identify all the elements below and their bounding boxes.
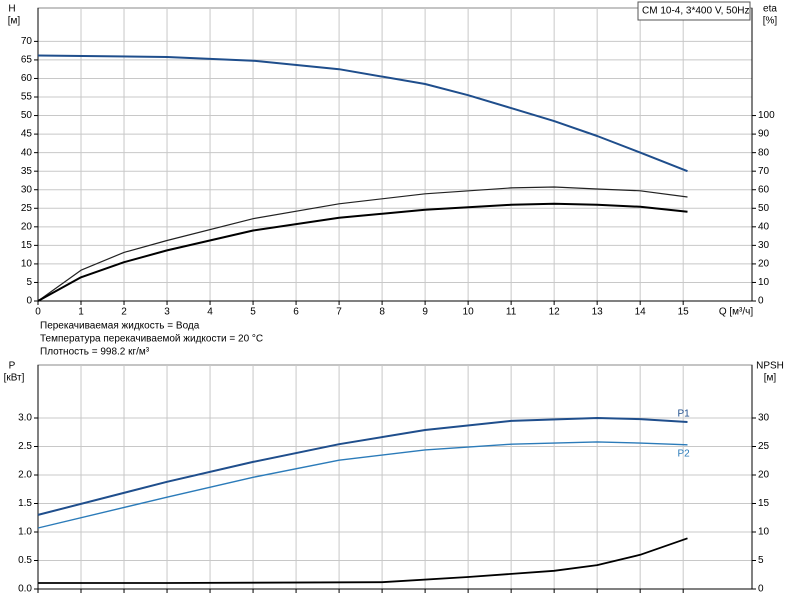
y-tick-label: 5 xyxy=(26,277,32,288)
y2-tick-label: 100 xyxy=(758,110,775,121)
y2-axis-label: NPSH xyxy=(756,361,784,372)
y-tick-label: 10 xyxy=(21,259,33,270)
y-tick-label: 55 xyxy=(21,92,33,103)
y-tick-label: 0 xyxy=(26,296,32,307)
x-tick-label: 15 xyxy=(678,307,690,318)
y-axis-label: H xyxy=(8,4,15,15)
y2-tick-label: 90 xyxy=(758,129,770,140)
annotation: Температура перекачиваемой жидкости = 20… xyxy=(40,334,263,345)
y2-tick-label: 20 xyxy=(758,470,770,481)
series-label: P2 xyxy=(677,448,690,459)
x-tick-label: 10 xyxy=(463,307,475,318)
x-tick-label: 12 xyxy=(549,307,561,318)
y-axis-label: P xyxy=(9,361,16,372)
title-box xyxy=(637,1,751,21)
annotation: Плотность = 998.2 кг/м³ xyxy=(40,347,150,358)
chart-title: CM 10-4, 3*400 V, 50Hz xyxy=(642,6,749,17)
y2-tick-label: 70 xyxy=(758,166,770,177)
annotation: Перекачиваемая жидкость = Вода xyxy=(40,321,200,332)
y2-tick-label: 25 xyxy=(758,441,770,452)
series-label: P1 xyxy=(677,409,690,420)
curve xyxy=(38,537,688,584)
y2-tick-label: 0 xyxy=(758,584,764,595)
y2-tick-label: 80 xyxy=(758,147,770,158)
y2-tick-label: 30 xyxy=(758,413,770,424)
y-axis-unit: [м] xyxy=(8,16,21,27)
y-tick-label: 2.0 xyxy=(18,470,32,481)
y2-tick-label: 50 xyxy=(758,203,770,214)
y2-tick-label: 5 xyxy=(758,555,764,566)
curve xyxy=(37,54,688,173)
x-tick-label: 0 xyxy=(35,307,41,318)
plot-area xyxy=(37,364,753,590)
x-tick-label: 7 xyxy=(336,307,342,318)
x-axis-label: Q [м³/ч] xyxy=(719,307,754,318)
y-tick-label: 25 xyxy=(21,203,33,214)
y-tick-label: 2.5 xyxy=(18,441,32,452)
y-tick-label: 1.5 xyxy=(18,498,32,509)
x-tick-label: 14 xyxy=(635,307,647,318)
curve xyxy=(37,186,688,302)
y2-tick-label: 60 xyxy=(758,184,770,195)
curve xyxy=(37,202,688,302)
x-tick-label: 5 xyxy=(250,307,256,318)
y2-tick-label: 10 xyxy=(758,527,770,538)
curve xyxy=(37,441,688,529)
y-tick-label: 0.0 xyxy=(18,584,32,595)
y2-tick-label: 15 xyxy=(758,498,770,509)
y-tick-label: 35 xyxy=(21,166,33,177)
y2-tick-label: 10 xyxy=(758,277,770,288)
y-tick-label: 50 xyxy=(21,110,33,121)
y-tick-label: 0.5 xyxy=(18,555,32,566)
y-tick-label: 60 xyxy=(21,73,33,84)
x-tick-label: 11 xyxy=(506,307,517,318)
y-tick-label: 3.0 xyxy=(18,413,32,424)
x-tick-label: 1 xyxy=(78,307,84,318)
y-tick-label: 45 xyxy=(21,129,33,140)
y2-axis-label: eta xyxy=(763,4,777,15)
y2-tick-label: 0 xyxy=(758,296,764,307)
y-tick-label: 20 xyxy=(21,221,33,232)
y2-tick-label: 40 xyxy=(758,221,770,232)
y2-axis-unit: [м] xyxy=(764,373,777,384)
y2-tick-label: 30 xyxy=(758,240,770,251)
y2-tick-label: 20 xyxy=(758,259,770,270)
y-tick-label: 15 xyxy=(21,240,33,251)
x-tick-label: 2 xyxy=(121,307,127,318)
y-tick-label: 70 xyxy=(21,36,33,47)
y-axis-unit: [кВт] xyxy=(4,373,25,384)
x-tick-label: 8 xyxy=(379,307,385,318)
x-tick-label: 9 xyxy=(422,307,428,318)
y-tick-label: 1.0 xyxy=(18,527,32,538)
curve xyxy=(37,417,688,516)
y2-axis-unit: [%] xyxy=(763,16,778,27)
y-tick-label: 40 xyxy=(21,147,33,158)
x-tick-label: 13 xyxy=(592,307,604,318)
x-tick-label: 3 xyxy=(164,307,170,318)
y-tick-label: 65 xyxy=(21,55,33,66)
x-tick-label: 6 xyxy=(293,307,299,318)
y-tick-label: 30 xyxy=(21,184,33,195)
x-tick-label: 4 xyxy=(207,307,213,318)
